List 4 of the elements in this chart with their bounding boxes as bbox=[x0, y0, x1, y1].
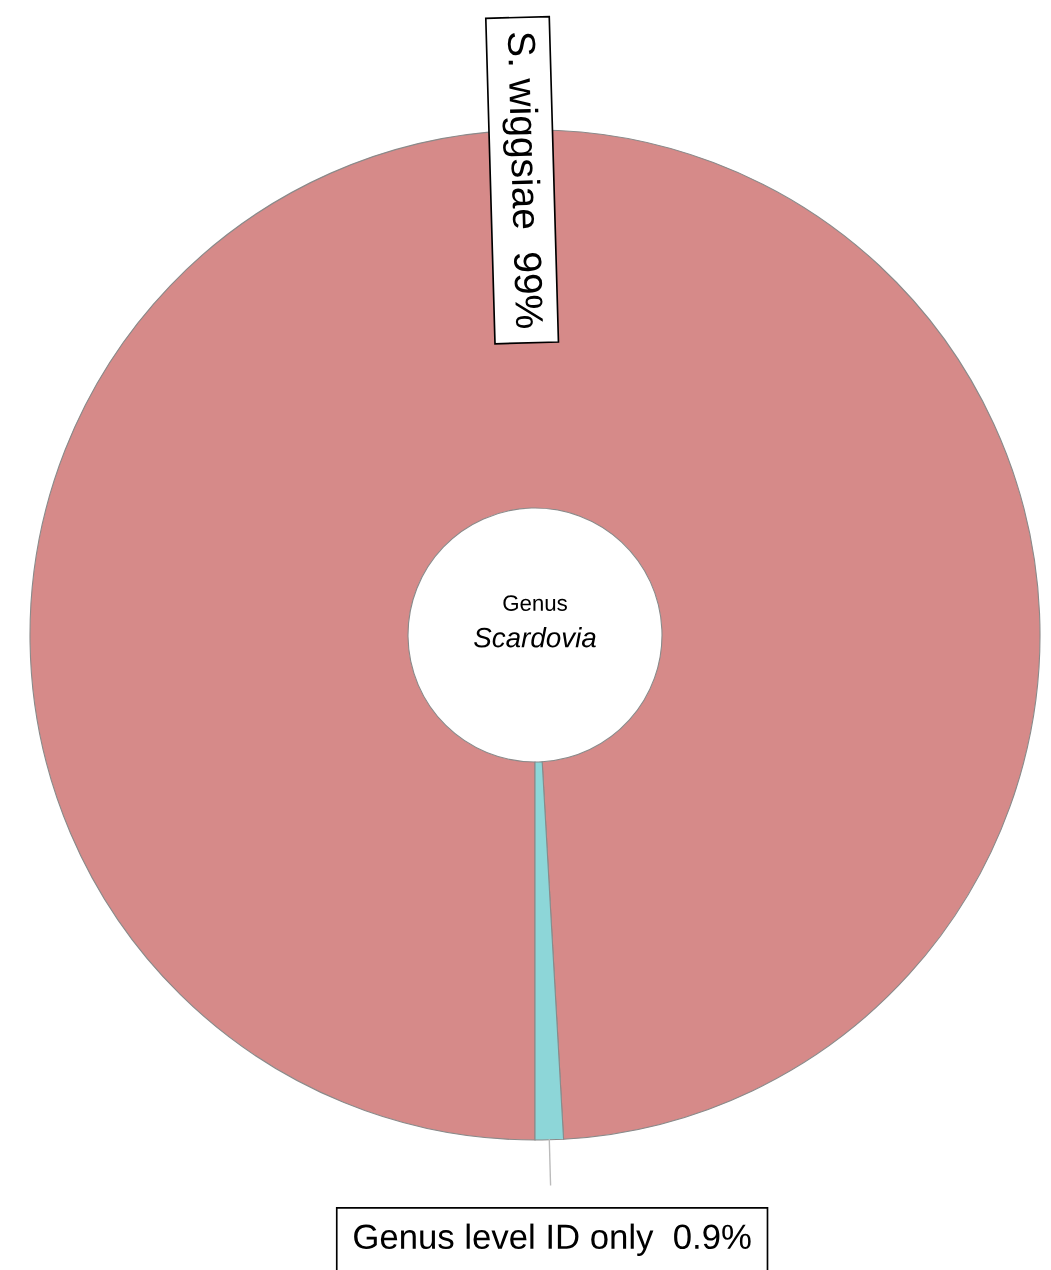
text: Genus bbox=[503, 595, 567, 611]
text: Scardovia bbox=[474, 627, 596, 648]
slice-label: Genus level ID only 0.9% bbox=[354, 1223, 751, 1256]
slice-label: S. wiggsiae 99% bbox=[499, 32, 545, 329]
